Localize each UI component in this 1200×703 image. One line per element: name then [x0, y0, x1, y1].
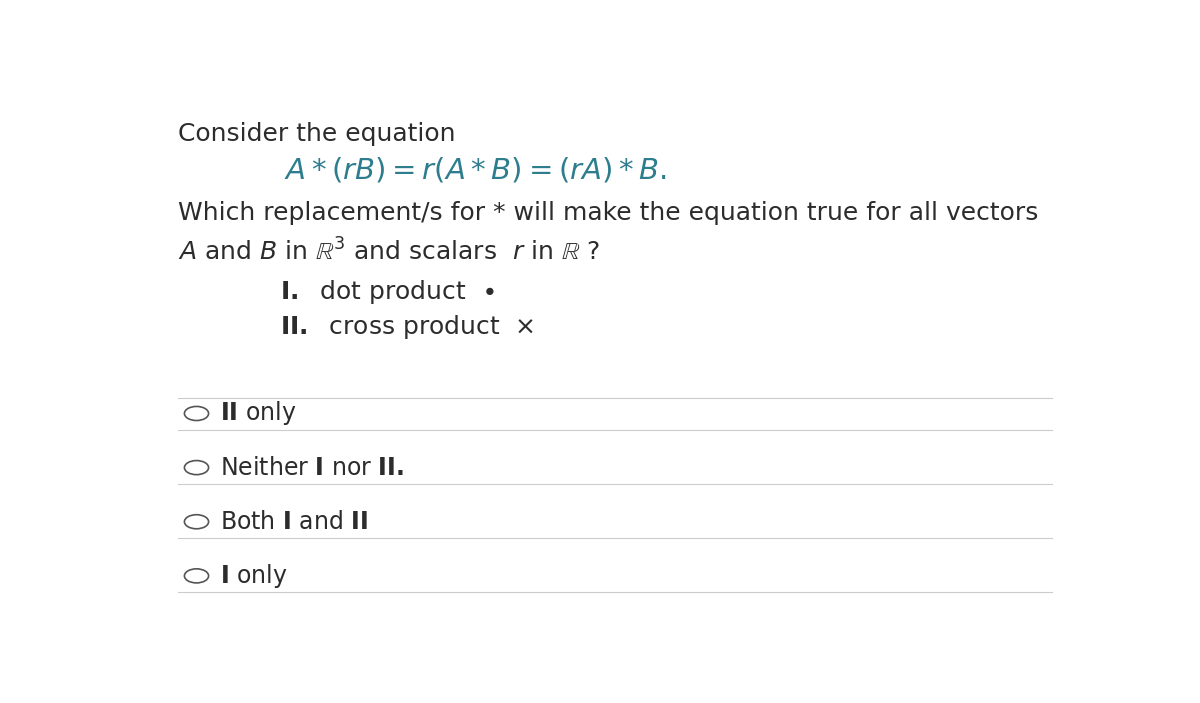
Text: $\mathbf{I.}$  dot product  $\bullet$: $\mathbf{I.}$ dot product $\bullet$ [281, 278, 494, 306]
Text: $\mathit{A}$ and $\mathit{B}$ in $\mathbb{R}^3$ and scalars  $\mathit{r}$ in $\m: $\mathit{A}$ and $\mathit{B}$ in $\mathb… [178, 238, 600, 266]
Text: Both $\mathbf{I}$ and $\mathbf{II}$: Both $\mathbf{I}$ and $\mathbf{II}$ [220, 510, 368, 534]
Text: Consider the equation: Consider the equation [178, 122, 456, 146]
Text: $\mathbf{II.}$  cross product  $\times$: $\mathbf{II.}$ cross product $\times$ [281, 313, 534, 341]
Text: Neither $\mathbf{I}$ nor $\mathbf{II.}$: Neither $\mathbf{I}$ nor $\mathbf{II.}$ [220, 456, 403, 479]
Text: $\mathbf{II}$ only: $\mathbf{II}$ only [220, 399, 296, 427]
Text: $\mathit{A} * (\mathit{r}\mathit{B}) = \mathit{r}(\mathit{A} * \mathit{B}) = (\m: $\mathit{A} * (\mathit{r}\mathit{B}) = \… [284, 156, 667, 185]
Text: Which replacement/s for * will make the equation true for all vectors: Which replacement/s for * will make the … [178, 201, 1038, 225]
Text: $\mathbf{I}$ only: $\mathbf{I}$ only [220, 562, 287, 590]
